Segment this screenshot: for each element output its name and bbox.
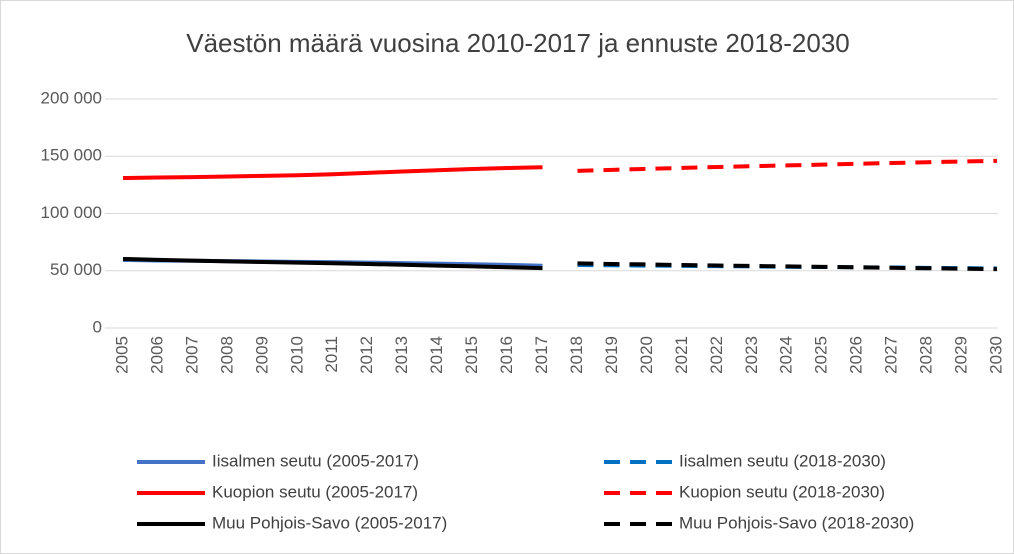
x-tick-label: 2022 — [707, 336, 726, 374]
x-tick-label: 2018 — [567, 336, 586, 374]
x-tick-label: 2007 — [182, 336, 201, 374]
x-tick-label: 2006 — [147, 336, 166, 374]
legend-label: Kuopion seutu (2018-2030) — [679, 482, 885, 501]
legend-label: Iisalmen seutu (2005-2017) — [212, 451, 419, 470]
x-tick-label: 2011 — [322, 336, 341, 373]
x-tick-label: 2014 — [427, 336, 446, 374]
x-tick-label: 2010 — [287, 336, 306, 374]
x-tick-label: 2027 — [882, 336, 901, 374]
series-line — [577, 261, 998, 272]
x-tick-label: 2016 — [497, 336, 516, 374]
y-tick-label: 150 000 — [41, 146, 102, 165]
x-tick-label: 2012 — [357, 336, 376, 374]
x-tick-label: 2020 — [637, 336, 656, 374]
y-tick-label: 0 — [93, 317, 102, 336]
series-line — [577, 158, 998, 173]
x-tick-label: 2025 — [812, 336, 831, 374]
x-tick-label: 2019 — [602, 336, 621, 374]
x-tick-label: 2021 — [672, 336, 691, 374]
x-tick-label: 2005 — [112, 336, 131, 374]
x-tick-label: 2024 — [777, 336, 796, 374]
chart-title: Väestön määrä vuosina 2010-2017 ja ennus… — [186, 28, 850, 58]
x-tick-label: 2023 — [742, 336, 761, 374]
y-tick-label: 50 000 — [50, 260, 102, 279]
legend-label: Muu Pohjois-Savo (2005-2017) — [212, 513, 447, 532]
x-tick-label: 2009 — [252, 336, 271, 374]
legend-label: Muu Pohjois-Savo (2018-2030) — [679, 513, 914, 532]
x-tick-label: 2008 — [217, 336, 236, 374]
legend-label: Iisalmen seutu (2018-2030) — [679, 451, 886, 470]
series-line — [122, 165, 543, 181]
legend-label: Kuopion seutu (2005-2017) — [212, 482, 418, 501]
series-line — [122, 256, 543, 271]
x-tick-label: 2017 — [532, 336, 551, 374]
x-tick-label: 2030 — [986, 336, 1005, 374]
y-tick-label: 200 000 — [41, 88, 102, 107]
x-tick-label: 2015 — [462, 336, 481, 374]
x-tick-label: 2029 — [952, 336, 971, 374]
x-tick-label: 2013 — [392, 336, 411, 374]
x-tick-label: 2026 — [847, 336, 866, 374]
y-tick-label: 100 000 — [41, 203, 102, 222]
x-tick-label: 2028 — [917, 336, 936, 374]
